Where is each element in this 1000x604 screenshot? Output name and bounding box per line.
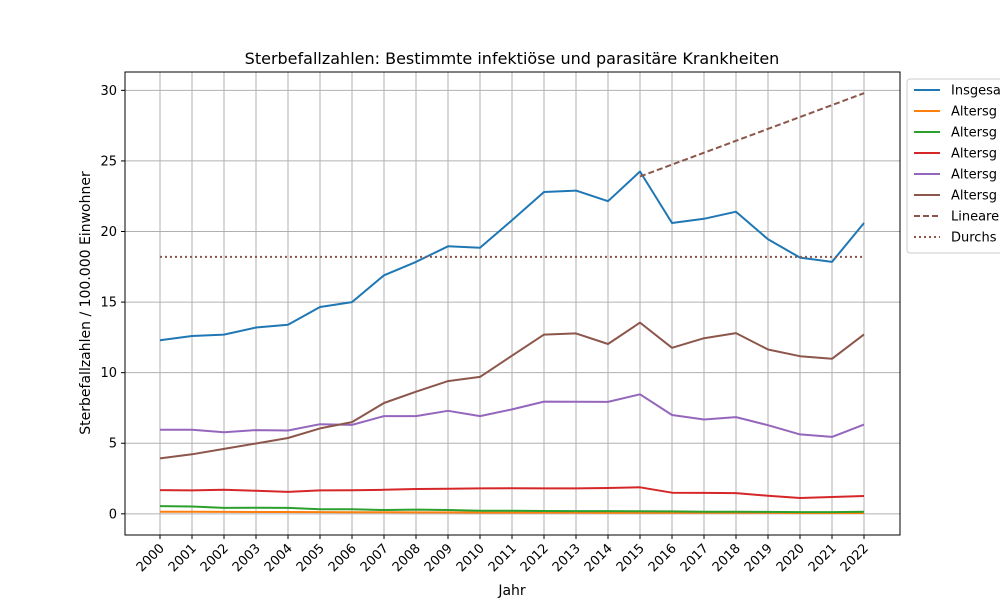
y-tick-label: 10 <box>100 366 117 381</box>
legend-label: Altersg <box>951 189 997 204</box>
chart-title: Sterbefallzahlen: Bestimmte infektiöse u… <box>245 49 780 68</box>
y-tick-label: 20 <box>100 225 117 240</box>
y-tick-label: 30 <box>100 84 117 99</box>
legend: Insgesa Altersg Altersg Altersg Altersg Alter… <box>906 78 1000 254</box>
legend-label: Insgesa <box>951 84 1000 99</box>
series-line-2 <box>160 510 864 514</box>
series-line-6 <box>159 321 865 460</box>
series-line-7 <box>639 92 865 178</box>
legend-label: Altersg <box>951 168 997 183</box>
series-line-3 <box>159 505 865 514</box>
x-axis-label: Jahr <box>497 583 526 599</box>
grid-layer <box>125 72 900 535</box>
series-line-4 <box>159 486 865 499</box>
legend-label: Altersg <box>951 105 997 120</box>
series-line-1 <box>159 170 865 342</box>
legend-box <box>906 78 1000 254</box>
legend-label: Altersg <box>951 126 997 141</box>
y-tick-label: 0 <box>109 507 117 522</box>
legend-label: Lineare <box>951 210 999 225</box>
legend-label: Durchs <box>951 231 997 246</box>
y-axis-label: Sterbefallzahlen / 100.000 Einwohner <box>78 171 94 435</box>
legend-label: Altersg <box>951 147 997 162</box>
y-tick-label: 25 <box>100 154 117 169</box>
y-tick-label: 15 <box>100 296 117 311</box>
y-tick-label: 5 <box>109 437 117 452</box>
series-layer <box>159 92 865 514</box>
series-line-5 <box>160 393 865 438</box>
